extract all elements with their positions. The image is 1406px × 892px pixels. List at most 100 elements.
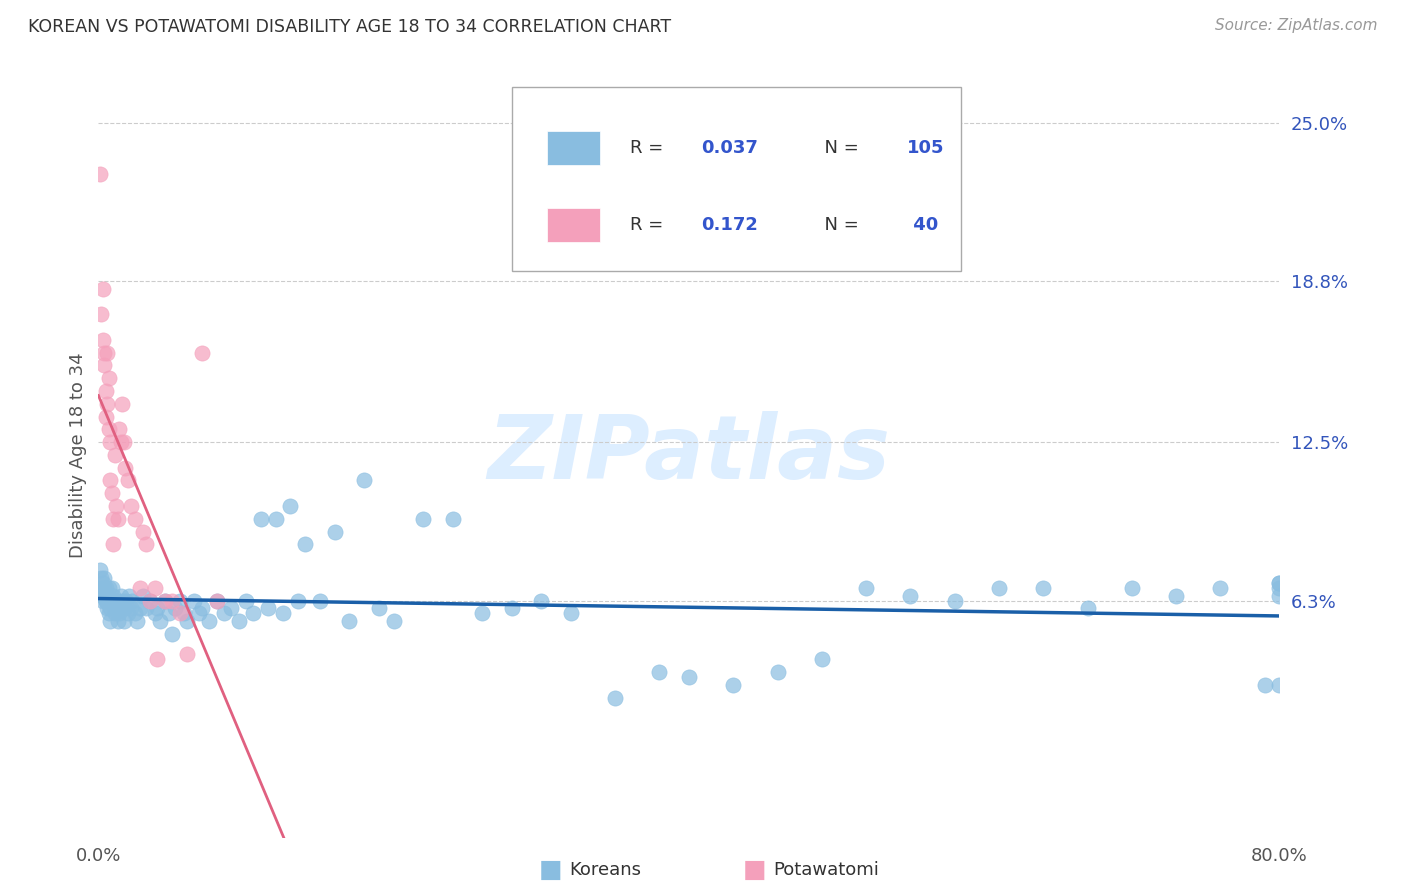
- Point: [250, 512, 273, 526]
- Point: [125, 614, 148, 628]
- Point: [157, 607, 180, 621]
- Point: [108, 422, 131, 436]
- Point: [107, 593, 129, 607]
- Point: [114, 601, 136, 615]
- Point: [112, 435, 135, 450]
- Text: 0.172: 0.172: [700, 216, 758, 234]
- Point: [94, 581, 117, 595]
- Point: [98, 601, 121, 615]
- FancyBboxPatch shape: [512, 87, 960, 271]
- Point: [242, 607, 264, 621]
- Point: [183, 593, 205, 607]
- Point: [96, 601, 118, 615]
- Point: [723, 678, 745, 692]
- Text: N =: N =: [813, 216, 865, 234]
- Point: [257, 601, 280, 615]
- Text: 40: 40: [907, 216, 939, 234]
- Point: [176, 614, 198, 628]
- Point: [96, 397, 118, 411]
- Point: [121, 593, 143, 607]
- Point: [115, 593, 138, 607]
- Point: [678, 670, 700, 684]
- Point: [143, 581, 166, 595]
- Point: [205, 593, 228, 607]
- Point: [143, 607, 166, 621]
- Point: [114, 460, 136, 475]
- Point: [97, 607, 120, 621]
- Point: [153, 593, 176, 607]
- Point: [271, 607, 294, 621]
- Text: 0.037: 0.037: [700, 139, 758, 157]
- Point: [97, 422, 120, 436]
- Point: [97, 371, 120, 385]
- Point: [103, 512, 125, 526]
- Point: [93, 345, 115, 359]
- Point: [97, 593, 120, 607]
- Point: [1268, 575, 1291, 590]
- Point: [1077, 601, 1099, 615]
- Point: [382, 614, 405, 628]
- Point: [91, 589, 114, 603]
- Text: KOREAN VS POTAWATOMI DISABILITY AGE 18 TO 34 CORRELATION CHART: KOREAN VS POTAWATOMI DISABILITY AGE 18 T…: [28, 18, 671, 36]
- Point: [169, 593, 191, 607]
- Point: [139, 593, 162, 607]
- Point: [560, 607, 582, 621]
- Point: [110, 435, 132, 450]
- Point: [530, 593, 553, 607]
- Point: [124, 512, 146, 526]
- Point: [309, 593, 332, 607]
- Text: Potawatomi: Potawatomi: [773, 861, 879, 879]
- Point: [176, 648, 198, 662]
- Point: [128, 601, 150, 615]
- Point: [93, 359, 115, 373]
- Point: [117, 474, 139, 488]
- Point: [135, 601, 157, 615]
- Point: [471, 607, 494, 621]
- Point: [943, 593, 966, 607]
- Point: [1209, 581, 1232, 595]
- Point: [111, 593, 134, 607]
- Point: [118, 589, 141, 603]
- Text: Koreans: Koreans: [569, 861, 641, 879]
- Point: [605, 690, 627, 705]
- Point: [173, 607, 195, 621]
- Point: [105, 593, 128, 607]
- Point: [93, 589, 115, 603]
- Point: [165, 601, 187, 615]
- Point: [368, 601, 391, 615]
- Point: [212, 607, 235, 621]
- Point: [93, 581, 115, 595]
- Point: [1032, 581, 1054, 595]
- Point: [648, 665, 671, 680]
- Text: 105: 105: [907, 139, 945, 157]
- Point: [441, 512, 464, 526]
- Point: [100, 486, 122, 500]
- Point: [187, 607, 209, 621]
- Point: [412, 512, 434, 526]
- Point: [323, 524, 346, 539]
- Point: [91, 282, 114, 296]
- Point: [235, 593, 257, 607]
- Point: [1268, 575, 1291, 590]
- Y-axis label: Disability Age 18 to 34: Disability Age 18 to 34: [69, 352, 87, 558]
- Point: [353, 474, 375, 488]
- Point: [339, 614, 361, 628]
- Text: R =: R =: [630, 216, 669, 234]
- Point: [1268, 581, 1291, 595]
- Point: [228, 614, 250, 628]
- Point: [264, 512, 287, 526]
- Point: [97, 581, 120, 595]
- Point: [110, 601, 132, 615]
- Point: [810, 652, 832, 666]
- Text: ■: ■: [538, 858, 562, 881]
- Point: [94, 409, 117, 424]
- Point: [1268, 589, 1291, 603]
- Point: [153, 593, 176, 607]
- Point: [90, 581, 112, 595]
- Point: [146, 652, 169, 666]
- Point: [280, 499, 302, 513]
- Text: ■: ■: [742, 858, 766, 881]
- Point: [103, 593, 125, 607]
- Point: [162, 593, 183, 607]
- Point: [104, 607, 127, 621]
